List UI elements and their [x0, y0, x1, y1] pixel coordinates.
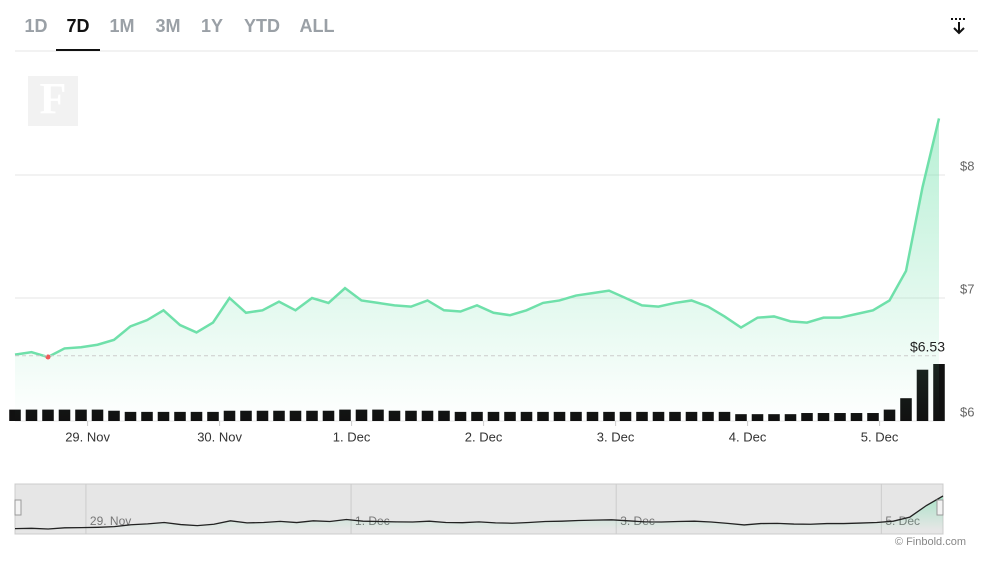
range-tab[interactable]: 1M	[109, 16, 134, 36]
download-icon	[953, 22, 965, 35]
y-tick-label: $7	[960, 281, 974, 296]
y-tick-label: $6	[960, 404, 974, 419]
price-area	[15, 118, 939, 422]
range-tab[interactable]: 3M	[155, 16, 180, 36]
watermark-box	[28, 76, 78, 126]
x-tick-label: 3. Dec	[597, 429, 635, 444]
x-tick-label: 1. Dec	[333, 429, 371, 444]
range-tab[interactable]: 7D	[66, 16, 89, 36]
reference-label: $6.53	[910, 339, 945, 355]
navigator-handle[interactable]	[14, 499, 22, 516]
x-tick-label: 30. Nov	[197, 429, 242, 444]
x-tick-label: 29. Nov	[65, 429, 110, 444]
navigator-label: 29. Nov	[90, 514, 131, 528]
range-tab[interactable]: ALL	[300, 16, 335, 36]
x-tick-label: 5. Dec	[861, 429, 899, 444]
download-button[interactable]	[951, 18, 967, 35]
x-tick-label: 4. Dec	[729, 429, 767, 444]
range-tab[interactable]: 1Y	[201, 16, 223, 36]
navigator-area	[15, 496, 943, 530]
low-marker	[45, 354, 51, 360]
navigator-line	[14, 495, 944, 530]
x-tick-label: 2. Dec	[465, 429, 503, 444]
range-tab[interactable]: YTD	[244, 16, 280, 36]
range-tab[interactable]: 1D	[24, 16, 47, 36]
navigator-handle[interactable]	[936, 499, 944, 516]
watermark: F	[40, 74, 67, 123]
y-tick-label: $8	[960, 158, 974, 173]
price-line	[14, 118, 941, 359]
credit: © Finbold.com	[895, 536, 966, 548]
